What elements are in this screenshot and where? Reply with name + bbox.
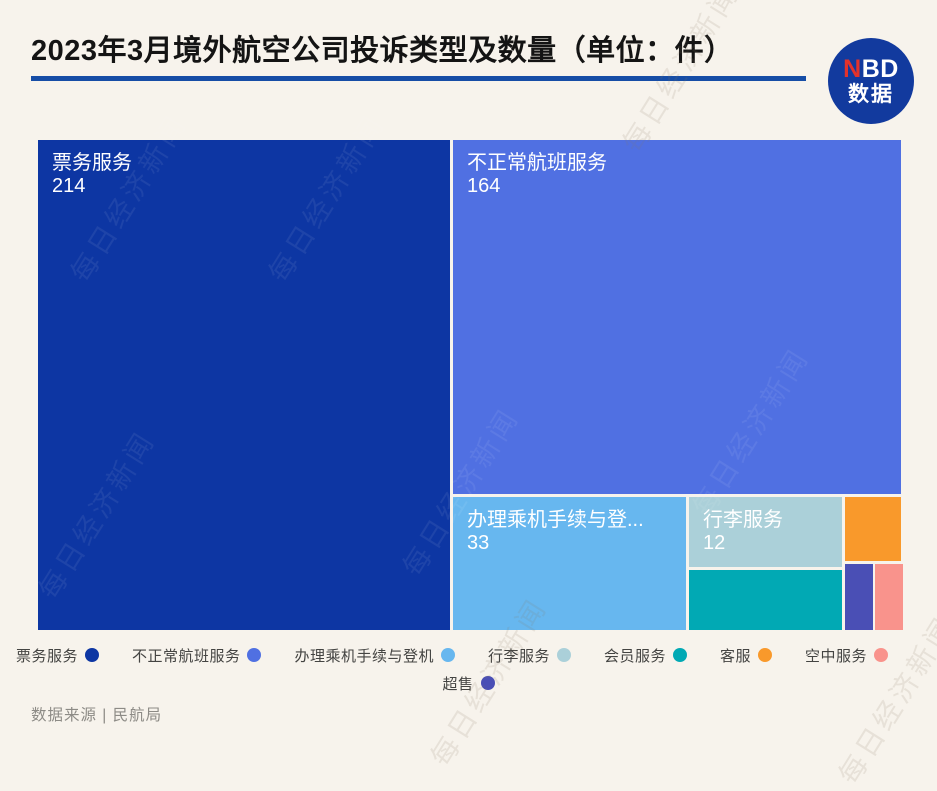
treemap-block-customer-service[interactable] [845,497,901,561]
treemap-block-overselling[interactable] [845,564,873,630]
nbd-logo-subtext: 数据 [848,83,894,107]
legend-item-overselling[interactable]: 超售 [442,676,495,693]
watermark: 每日经济新闻 [833,610,937,790]
legend-label: 不正常航班服务 [131,648,241,665]
treemap-chart: 票务服务 214 不正常航班服务 164 办理乘机手续与登... 33 行李服务 12 [38,140,903,630]
legend-label: 办理乘机手续与登机 [294,648,434,665]
data-source: 数据来源 | 民航局 [31,707,163,724]
treemap-block-baggage-service[interactable]: 行李服务 12 [689,497,842,567]
legend-item-baggage-service[interactable]: 行李服务 [488,648,571,665]
page-title: 2023年3月境外航空公司投诉类型及数量（单位：件） [31,35,734,67]
treemap-block-inflight-service[interactable] [875,564,903,630]
legend-dot [758,648,773,662]
legend-dot [440,648,455,662]
block-label: 行李服务 [703,509,783,531]
legend-dot [557,648,571,662]
legend-label: 行李服务 [487,648,550,665]
legend-dot [480,676,495,690]
legend-items: 票务服务 不正常航班服务 办理乘机手续与登机 行李服务 会员服务 客服 空中服务超售 [16,643,922,699]
legend-item-customer-service[interactable]: 客服 [720,648,773,665]
legend-item-irregular-flight-service[interactable]: 不正常航班服务 [132,648,262,665]
legend-dot [247,648,262,662]
block-value: 214 [52,175,86,197]
legend: 票务服务 不正常航班服务 办理乘机手续与登机 行李服务 会员服务 客服 空中服务超售 [0,643,937,699]
legend-label: 空中服务 [805,648,868,665]
nbd-logo: NBD 数据 [828,38,914,124]
block-label: 不正常航班服务 [467,152,607,174]
legend-label: 客服 [720,648,752,665]
legend-item-ticket-service[interactable]: 票务服务 [16,648,99,665]
legend-dot [84,648,99,662]
block-value: 33 [467,532,490,554]
legend-dot [673,648,688,662]
block-label: 票务服务 [52,152,132,174]
legend-item-inflight-service[interactable]: 空中服务 [805,648,889,665]
treemap-block-check-in-boarding[interactable]: 办理乘机手续与登... 33 [453,497,686,630]
legend-item-check-in-boarding[interactable]: 办理乘机手续与登机 [294,648,455,665]
legend-label: 票务服务 [15,648,78,665]
block-value: 164 [467,175,501,197]
legend-dot [874,648,889,662]
treemap-block-membership-service[interactable] [689,570,842,630]
legend-label: 超售 [442,676,474,693]
treemap-block-irregular-flight-service[interactable]: 不正常航班服务 164 [453,140,901,494]
block-label: 办理乘机手续与登... [467,509,644,531]
nbd-logo-text: NBD [843,54,899,83]
block-value: 12 [703,532,726,554]
title-underline [31,76,806,81]
legend-label: 会员服务 [604,648,667,665]
legend-item-membership-service[interactable]: 会员服务 [604,648,688,665]
treemap-block-ticket-service[interactable]: 票务服务 214 [38,140,450,630]
